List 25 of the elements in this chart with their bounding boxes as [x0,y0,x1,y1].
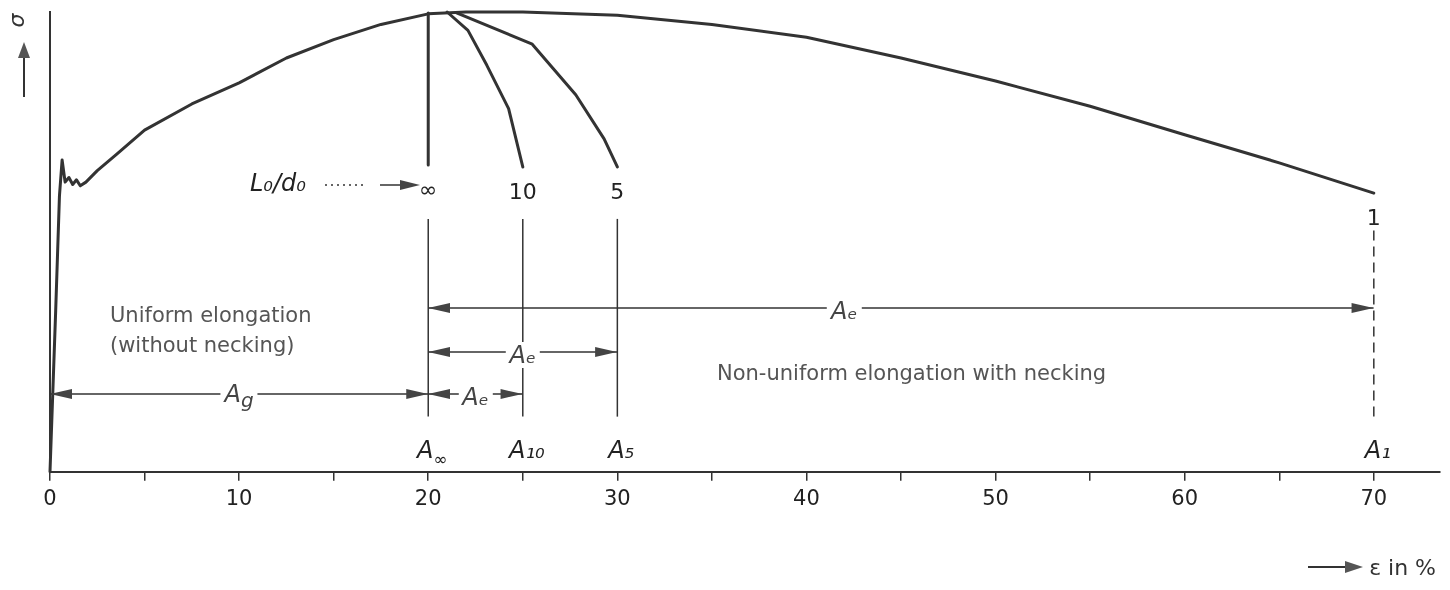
annotation: Aₑ [827,297,862,326]
x-tick-label: 70 [1360,485,1388,510]
series-label: 5 [610,178,625,204]
y-axis-title: σ [4,13,30,28]
legend-label: ∞ [419,177,438,203]
x-tick-label: 60 [1171,485,1199,510]
ref-line-label: A₁ [1362,436,1391,465]
series-label: 1 [1366,205,1381,231]
x-tick-label: 10 [225,485,253,510]
annotation: Non-uniform elongation with necking [717,360,1107,387]
annotation: Aₑ [505,341,540,370]
ref-line-label: A∞ [415,436,448,470]
annotation: L₀/d₀ [250,168,306,198]
series-label: 10 [508,178,537,204]
x-tick-label: 20 [414,485,442,510]
x-axis-title: ε in % [1369,554,1436,580]
x-tick-label: 30 [603,485,631,510]
x-tick-label: 40 [793,485,820,510]
annotation: Aₑ [458,382,493,411]
ref-line-label: A₁₀ [506,436,545,465]
x-tick-label: 50 [982,485,1009,510]
x-tick-label: 0 [43,485,57,510]
annotation: A$_{g}$ [220,379,258,414]
annotation: Uniform elongation (without necking) [110,302,312,359]
ref-line-label: A₅ [606,436,635,465]
